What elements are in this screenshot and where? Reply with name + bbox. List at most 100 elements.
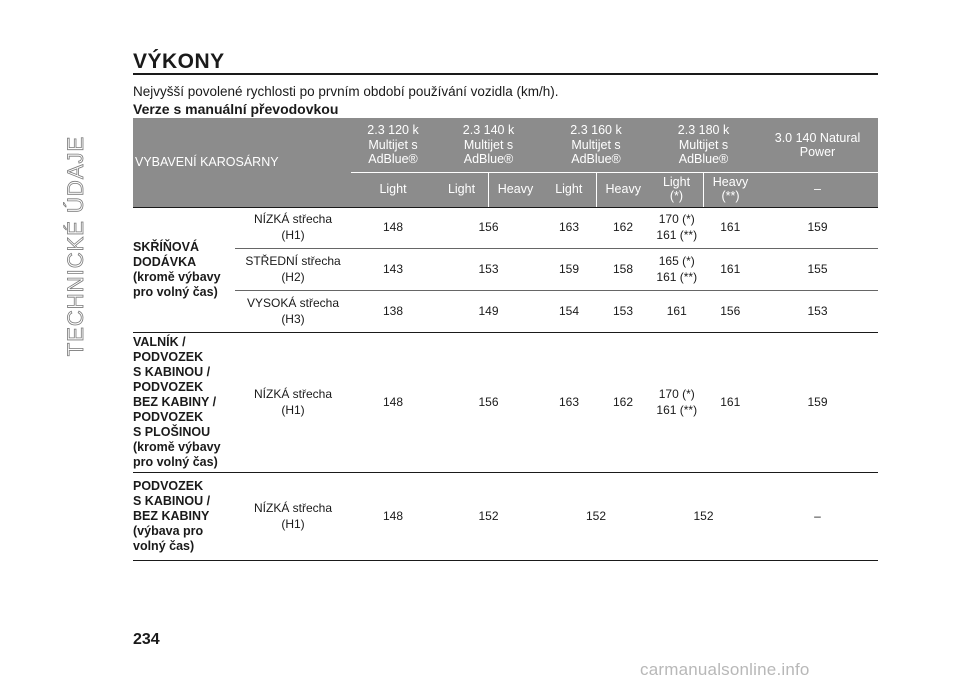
group-leisure-l1: PODVOZEK: [133, 479, 204, 493]
group-chassis-l5: BEZ KABINY /: [133, 395, 217, 409]
speed-note-a: 170 (*): [658, 386, 695, 401]
engine-140-line3: AdBlue®: [463, 152, 514, 167]
engine-np-line2: Power: [799, 145, 836, 159]
subheader-120-light: Light: [379, 182, 407, 197]
speed-note-b: 161 (**): [656, 228, 698, 242]
section-heading: Verze s manuální převodovkou: [133, 101, 339, 117]
subheader-140-light: Light: [447, 182, 476, 197]
group-chassis-l1: VALNÍK /: [133, 335, 186, 349]
engine-180-line2: Multijet s: [678, 137, 729, 152]
speed-note-a: 165 (*): [658, 253, 695, 268]
speed-cell-light: 170 (*) 161 (**): [650, 333, 704, 472]
speed-cell: 156: [435, 208, 542, 249]
speed-cell-heavy: 161: [720, 261, 741, 276]
speed-pair: 165 (*) 161 (**) 161: [650, 249, 757, 291]
speed-cell: 152: [650, 473, 757, 561]
group-van-l2: DODÁVKA: [133, 255, 197, 269]
speed-cell-light: 170 (*) 161 (**): [650, 208, 704, 248]
engine-120-line1: 2.3 120 k: [367, 123, 419, 138]
header-body-equipment: VYBAVENÍ KAROSÁRNY: [133, 118, 351, 208]
engine-180-line1: 2.3 180 k: [677, 123, 730, 138]
page-number: 234: [133, 631, 160, 648]
speed-cell: 148: [351, 473, 435, 561]
speed-cell-heavy: 156: [720, 303, 741, 318]
performance-table: VYBAVENÍ KAROSÁRNY 2.3 120 k Multijet s Ad…: [133, 118, 878, 561]
speed-cell-heavy: 162: [612, 220, 634, 235]
speed-cell: 152: [435, 473, 542, 561]
group-van-l3: (kromě výbavy: [133, 270, 221, 284]
roof-code: (H1): [281, 516, 305, 531]
subheader-140-heavy: Heavy: [488, 173, 542, 207]
subheader-120: Light: [351, 172, 435, 208]
speed-cell-heavy: 153: [612, 303, 634, 318]
speed-cell-light: 165 (*) 161 (**): [650, 249, 704, 290]
subheader-180-heavy-label: Heavy: [712, 175, 749, 190]
speed-pair: 170 (*) 161 (**) 161: [650, 208, 757, 249]
roof-code: (H2): [281, 269, 305, 284]
speed-cell: 138: [351, 291, 435, 333]
speed-cell: 152: [542, 473, 650, 561]
speed-pair: 163 162: [542, 333, 650, 473]
roof-cell: STŘEDNÍ střecha (H2): [235, 249, 351, 291]
header-engine-natural-power: 3.0 140 Natural Power: [757, 118, 878, 172]
subheader-180-light-label: Light: [662, 175, 691, 190]
subheader-180: Light (*) Heavy (**): [650, 172, 757, 208]
subheader-180-heavy-note: (**): [721, 189, 740, 203]
speed-cell-light: 161: [666, 303, 687, 318]
group-chassis-l4: PODVOZEK: [133, 380, 204, 394]
group-leisure-l2: S KABINOU /: [133, 494, 211, 508]
group-chassis-l7: S PLOŠINOU: [133, 425, 211, 439]
side-section-label: TECHNICKÉ ÚDAJE: [63, 135, 89, 357]
page-title: VÝKONY: [133, 50, 225, 73]
speed-cell: 156: [435, 333, 542, 473]
speed-cell: 143: [351, 249, 435, 291]
group-label-chassis-leisure: PODVOZEK S KABINOU / BEZ KABINY (výbava …: [133, 473, 235, 561]
engine-120-line3: AdBlue®: [368, 152, 418, 167]
roof-code: (H3): [281, 311, 305, 326]
group-van-l1: SKŘÍŇOVÁ: [133, 240, 199, 254]
roof-cell: VYSOKÁ střecha (H3): [235, 291, 351, 333]
speed-note-b: 161 (**): [656, 402, 698, 417]
speed-cell: 159: [757, 333, 878, 473]
header-engine-120: 2.3 120 k Multijet s AdBlue®: [351, 118, 435, 172]
group-label-chassis: VALNÍK / PODVOZEK S KABINOU / PODVOZEK B…: [133, 333, 235, 473]
subheader-180-heavy: Heavy (**): [703, 173, 757, 207]
subheader-180-light-note: (*): [669, 189, 684, 203]
subheader-180-light: Light (*): [650, 173, 703, 207]
speed-note-a: 170 (*): [658, 212, 695, 227]
header-engine-180: 2.3 180 k Multijet s AdBlue®: [650, 118, 757, 172]
speed-cell: –: [757, 473, 878, 561]
speed-cell: 148: [351, 333, 435, 473]
group-chassis-l2: PODVOZEK: [133, 350, 204, 364]
subheader-140: Light Heavy: [435, 172, 542, 208]
speed-cell-light: 159: [558, 261, 580, 276]
speed-cell-light: 154: [558, 303, 580, 318]
page-subtitle: Nejvyšší povolené rychlosti po prvním ob…: [133, 84, 559, 99]
subheader-160-heavy: Heavy: [595, 173, 651, 207]
roof-code: (H1): [281, 228, 305, 242]
speed-cell-heavy: 162: [612, 394, 634, 409]
engine-160-line1: 2.3 160 k: [570, 123, 622, 138]
roof-name: NÍZKÁ střecha: [253, 386, 333, 401]
engine-140-line2: Multijet s: [463, 137, 514, 152]
engine-np-line1: 3.0 140 Natural: [774, 130, 861, 145]
roof-cell: NÍZKÁ střecha (H1): [235, 208, 351, 249]
header-engine-140: 2.3 140 k Multijet s AdBlue®: [435, 118, 542, 172]
speed-pair: 161 156: [650, 291, 757, 333]
engine-180-line3: AdBlue®: [678, 152, 729, 167]
roof-name: STŘEDNÍ střecha: [245, 253, 341, 268]
group-leisure-l5: volný čas): [133, 539, 195, 553]
group-leisure-l3: BEZ KABINY: [133, 509, 210, 523]
subheader-160: Light Heavy: [542, 172, 650, 208]
engine-160-line3: AdBlue®: [571, 152, 621, 167]
engine-140-line1: 2.3 140 k: [462, 123, 515, 138]
engine-160-line2: Multijet s: [571, 137, 621, 152]
subheader-natural-power: –: [757, 172, 878, 208]
roof-code: (H1): [281, 402, 305, 417]
speed-pair: 163 162: [542, 208, 650, 249]
speed-cell: 153: [435, 249, 542, 291]
roof-name: NÍZKÁ střecha: [253, 500, 333, 515]
speed-cell-heavy: 161: [720, 394, 741, 409]
speed-cell: 153: [757, 291, 878, 333]
header-engine-160: 2.3 160 k Multijet s AdBlue®: [542, 118, 650, 172]
